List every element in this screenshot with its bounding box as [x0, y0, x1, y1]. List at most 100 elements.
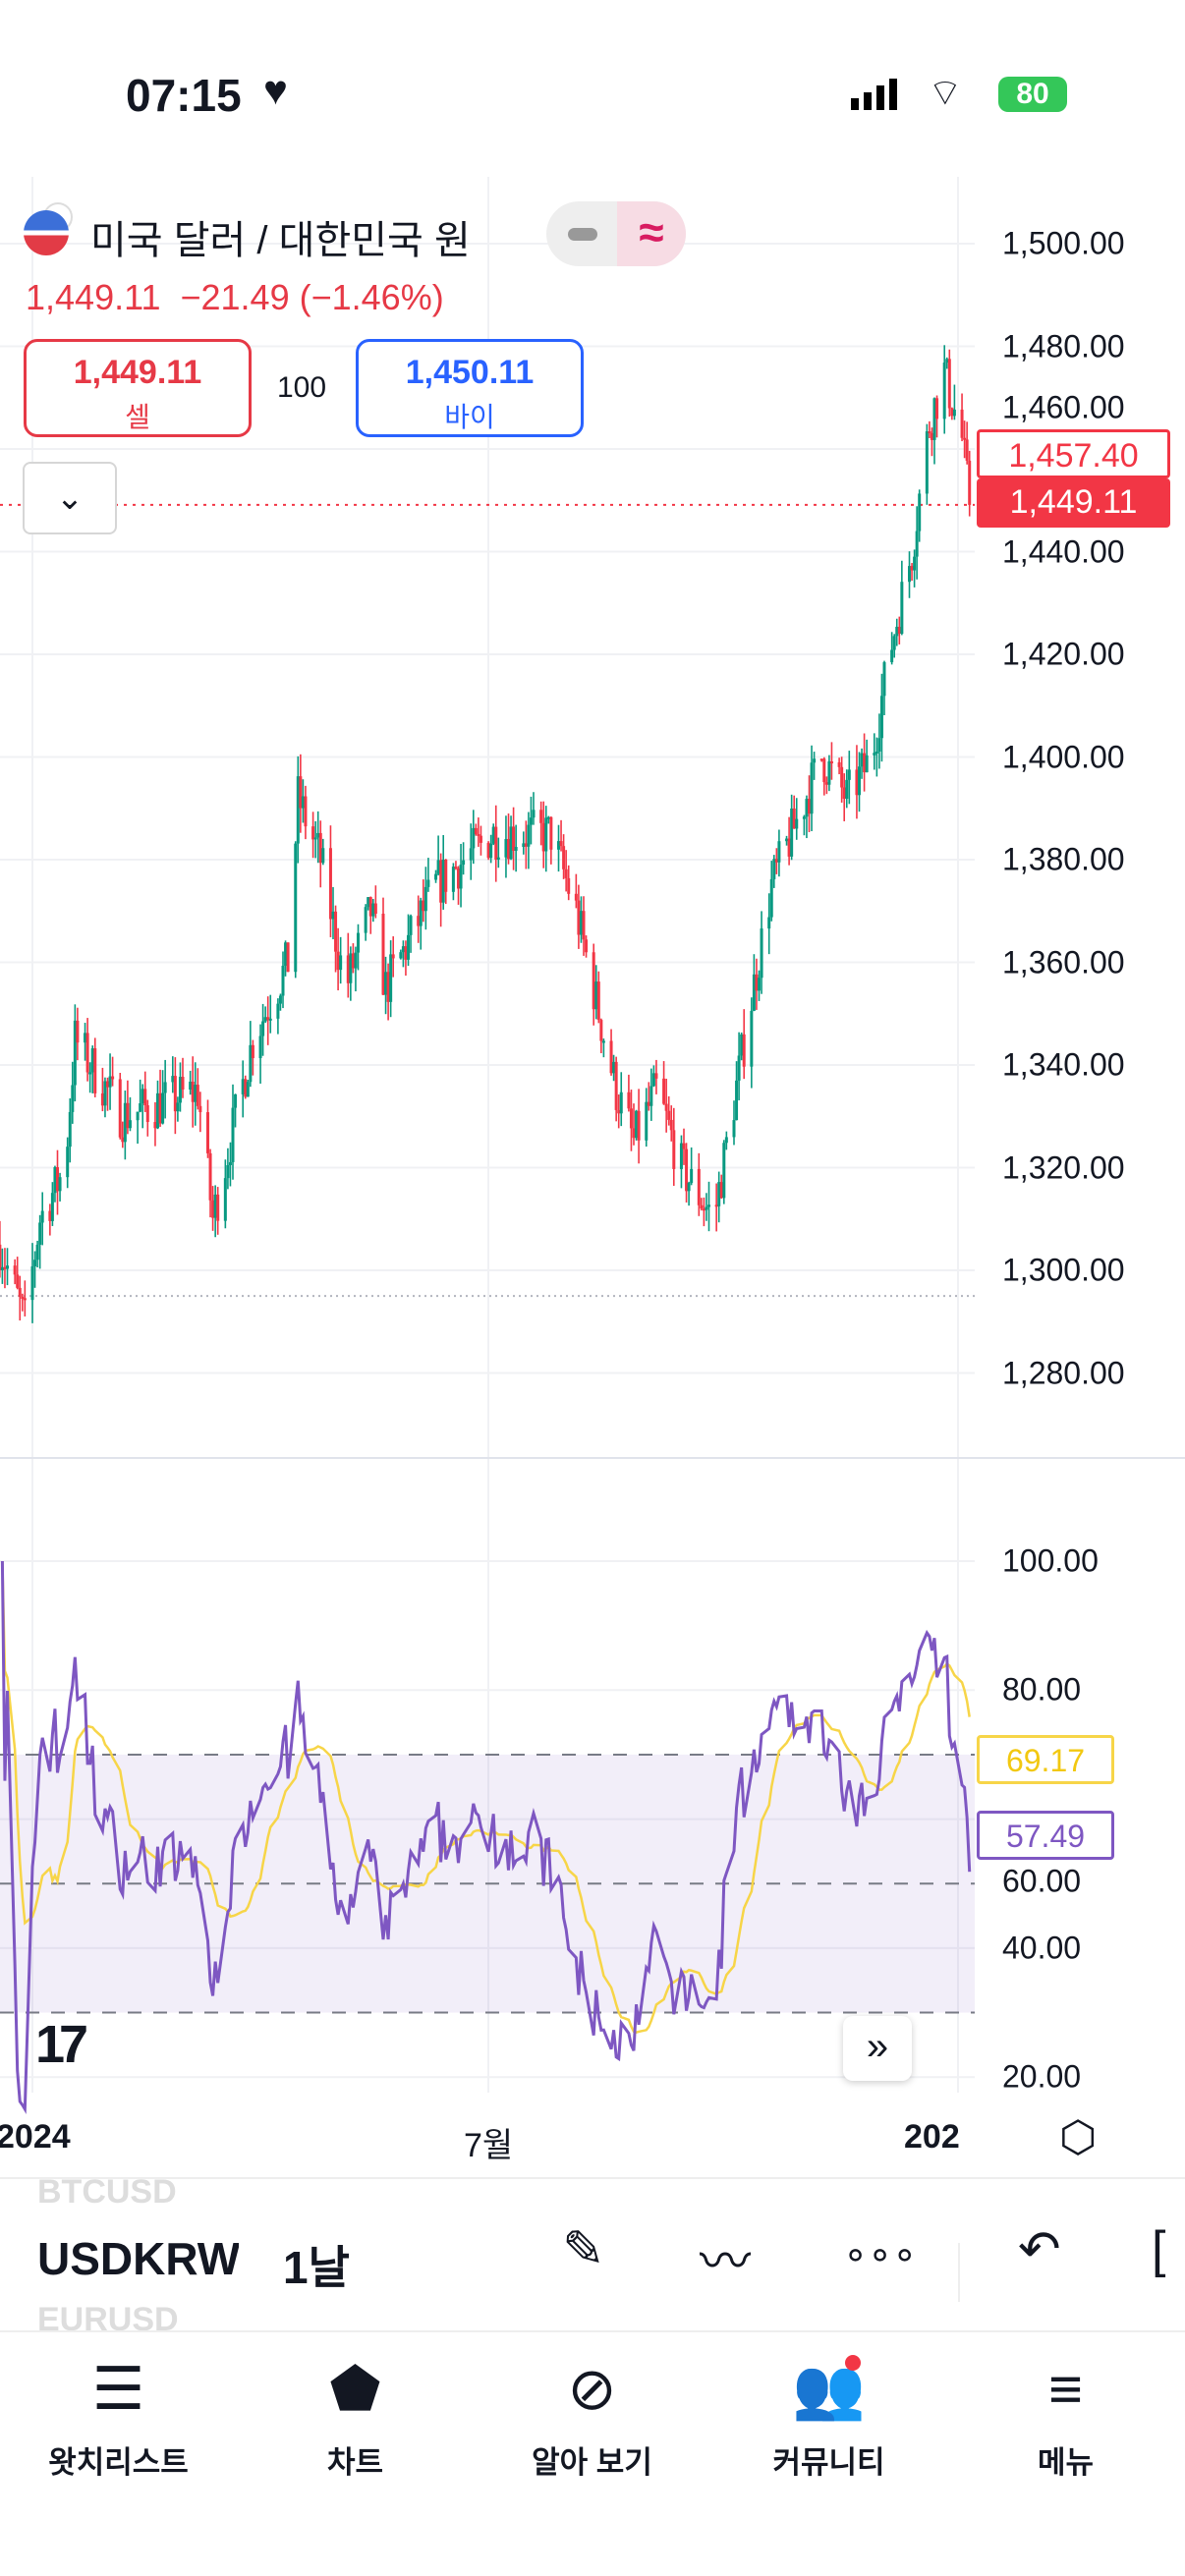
sell-price: 1,449.11 — [73, 354, 202, 391]
candle — [960, 409, 964, 438]
candle — [56, 1167, 59, 1192]
tab-watchlist[interactable]: ☰ 왓치리스트 — [0, 2353, 237, 2482]
scroll-to-latest-button[interactable]: » — [843, 2016, 912, 2081]
candle — [669, 1119, 673, 1131]
candle — [213, 1194, 217, 1218]
candle — [562, 846, 566, 869]
candle — [284, 942, 288, 967]
price-chart[interactable] — [0, 0, 1185, 2177]
candle — [932, 398, 936, 440]
buy-button[interactable]: 1,450.11 바이 — [356, 339, 584, 437]
candle — [161, 1092, 165, 1124]
candle — [732, 1120, 736, 1138]
candle — [258, 1036, 262, 1059]
tab-explore[interactable]: ⊘ 알아 보기 — [474, 2353, 710, 2482]
rsi-axis-label: 80.00 — [1002, 1671, 1082, 1708]
candle — [71, 1085, 75, 1112]
candle — [457, 868, 460, 889]
tab-community[interactable]: 👥 커뮤니티 — [710, 2353, 947, 2482]
tab-chart[interactable]: ⬟ 차트 — [237, 2353, 474, 2482]
candle — [386, 972, 390, 1002]
candle — [266, 1017, 270, 1021]
market-status-toggle[interactable]: ≈ — [546, 201, 686, 266]
candle — [38, 1222, 42, 1245]
candle — [908, 566, 911, 583]
candle — [0, 1244, 2, 1270]
candle — [928, 431, 931, 434]
candle — [767, 917, 771, 929]
candle — [915, 531, 919, 557]
undo-icon[interactable]: ↶ — [1018, 2221, 1061, 2278]
candle — [391, 954, 395, 959]
candle — [328, 848, 332, 920]
candle — [30, 1265, 34, 1301]
chevron-down-icon[interactable]: ⌄ — [23, 462, 117, 534]
candle — [682, 1143, 686, 1149]
candle — [281, 966, 285, 996]
battery-level: 80 — [1016, 78, 1049, 110]
candle — [0, 1266, 4, 1270]
candle — [512, 826, 516, 851]
candle — [890, 649, 894, 663]
candle — [128, 1120, 132, 1129]
symbol-title[interactable]: 미국 달러 / 대한민국 원 — [90, 219, 471, 262]
candle — [752, 974, 756, 1011]
candle — [900, 582, 904, 635]
candle — [918, 493, 922, 532]
price-line: 1,449.11 −21.49 (−1.46%) — [26, 277, 444, 318]
candle — [865, 755, 869, 773]
candle — [206, 1112, 209, 1153]
tab-menu[interactable]: ≡ 메뉴 — [947, 2353, 1184, 2482]
candle — [318, 832, 322, 864]
candle — [760, 928, 763, 979]
candle — [947, 359, 951, 409]
settings-icon[interactable]: ⬡ — [1059, 2113, 1098, 2161]
candle — [176, 1102, 180, 1112]
candle — [121, 1137, 125, 1143]
candle — [855, 769, 859, 796]
sell-button[interactable]: 1,449.11 셀 — [24, 339, 252, 437]
quantity[interactable]: 100 — [277, 371, 327, 404]
candle — [84, 1033, 87, 1043]
candle — [66, 1147, 70, 1178]
candle — [228, 1161, 232, 1165]
candle — [53, 1167, 57, 1194]
candle — [805, 799, 809, 817]
candle — [211, 1200, 215, 1218]
bookmark-list-icon: ☰ — [91, 2356, 145, 2422]
candle — [740, 1034, 744, 1056]
candle — [436, 860, 440, 874]
candle — [930, 432, 933, 440]
candle — [459, 865, 463, 889]
candle — [877, 738, 881, 753]
fullscreen-icon[interactable]: [ — [1152, 2221, 1166, 2278]
interval-selector[interactable]: 1날 — [283, 2242, 350, 2293]
drawing-tools-icon[interactable]: 〰 — [700, 2234, 752, 2291]
candle — [532, 810, 536, 818]
candle — [76, 1020, 80, 1043]
price-axis-label: 1,400.00 — [1002, 739, 1125, 774]
candle — [108, 1076, 112, 1088]
more-icon[interactable]: ∘∘∘ — [843, 2233, 918, 2276]
price-axis-label: 1,300.00 — [1002, 1252, 1125, 1288]
pencil-icon[interactable]: ✎ — [562, 2221, 605, 2278]
tradingview-logo: 17 — [35, 2015, 88, 2074]
price-axis-label: 1,360.00 — [1002, 944, 1125, 980]
candle — [367, 897, 370, 908]
compass-icon: ⊘ — [567, 2356, 617, 2422]
symbol-prev[interactable]: BTCUSD — [37, 2173, 177, 2211]
candle — [664, 1103, 668, 1111]
symbol-next[interactable]: EURUSD — [37, 2301, 179, 2338]
candle — [198, 1105, 202, 1113]
candle — [48, 1210, 52, 1221]
symbol-selector[interactable]: USDKRW — [37, 2233, 239, 2284]
price-axis-label: 1,280.00 — [1002, 1355, 1125, 1390]
candle — [544, 817, 548, 852]
candle — [822, 758, 826, 783]
candle — [381, 914, 385, 995]
candle — [223, 1178, 227, 1221]
candle — [651, 1073, 655, 1087]
candle — [617, 1109, 621, 1114]
candle — [863, 753, 867, 773]
candle — [401, 946, 405, 953]
